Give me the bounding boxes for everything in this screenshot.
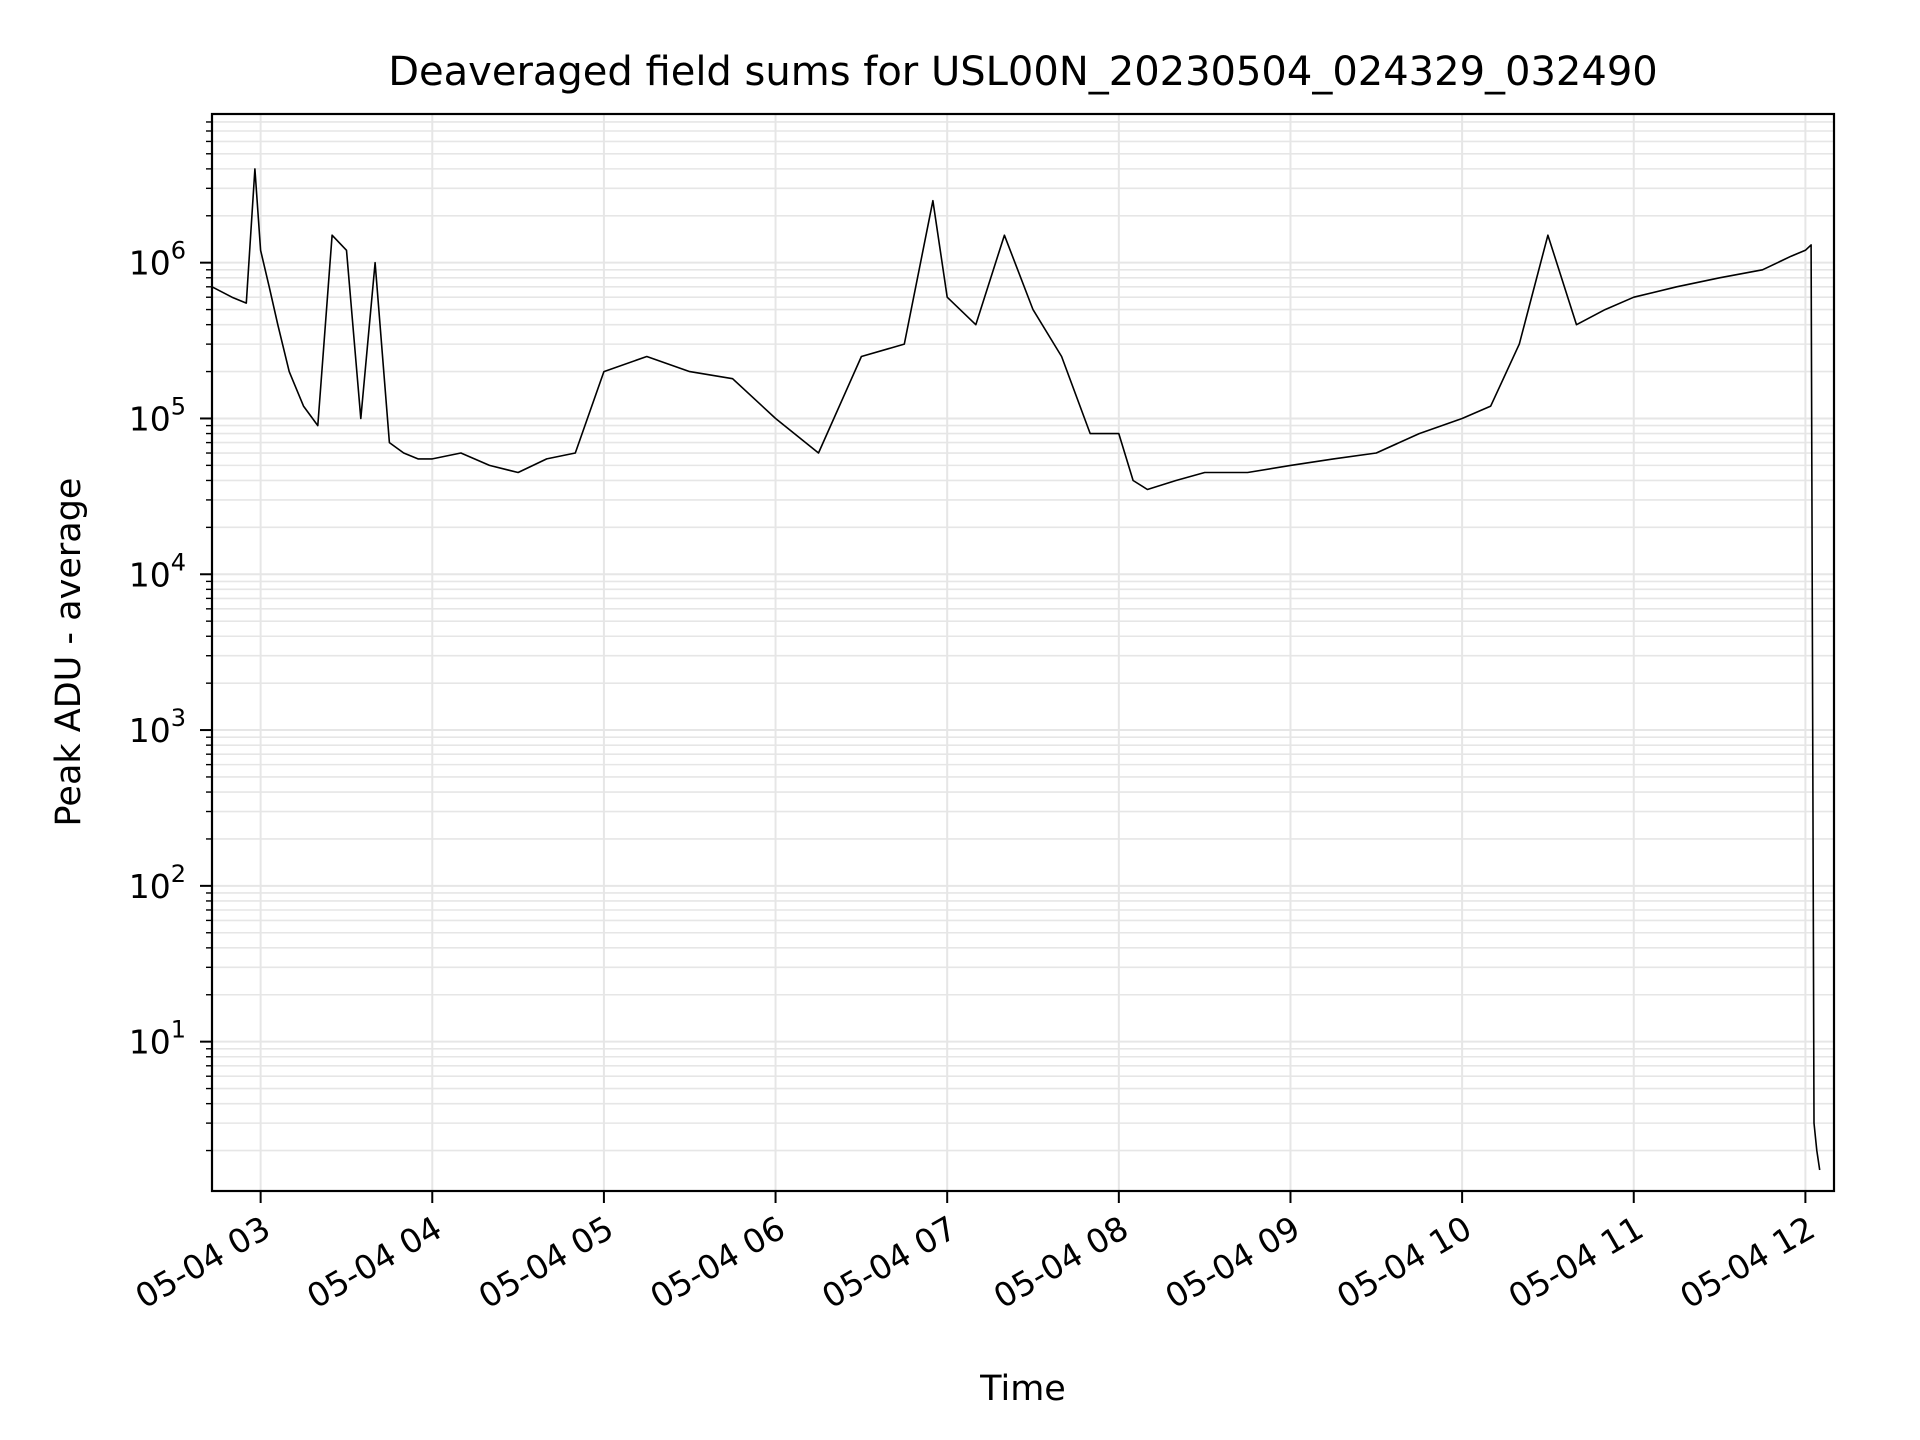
grid: [212, 114, 1834, 1191]
x-axis-label: Time: [979, 1369, 1066, 1409]
data-series: [211, 168, 1821, 1171]
y-tick-label: 102: [129, 860, 186, 906]
y-tick-label: 106: [129, 237, 186, 283]
y-tick-label: 104: [129, 548, 186, 594]
y-tick-label: 101: [129, 1016, 186, 1062]
y-axis: 101 102 103 104 105 106: [129, 121, 212, 1152]
y-tick-label: 103: [129, 704, 186, 750]
y-tick-label: 105: [129, 392, 186, 438]
y-axis-label: Peak ADU - average: [49, 478, 89, 827]
series-line: [211, 168, 1821, 1171]
plot-frame: [210, 112, 1836, 1193]
chart-title: Deaveraged field sums for USL00N_2023050…: [388, 49, 1657, 95]
